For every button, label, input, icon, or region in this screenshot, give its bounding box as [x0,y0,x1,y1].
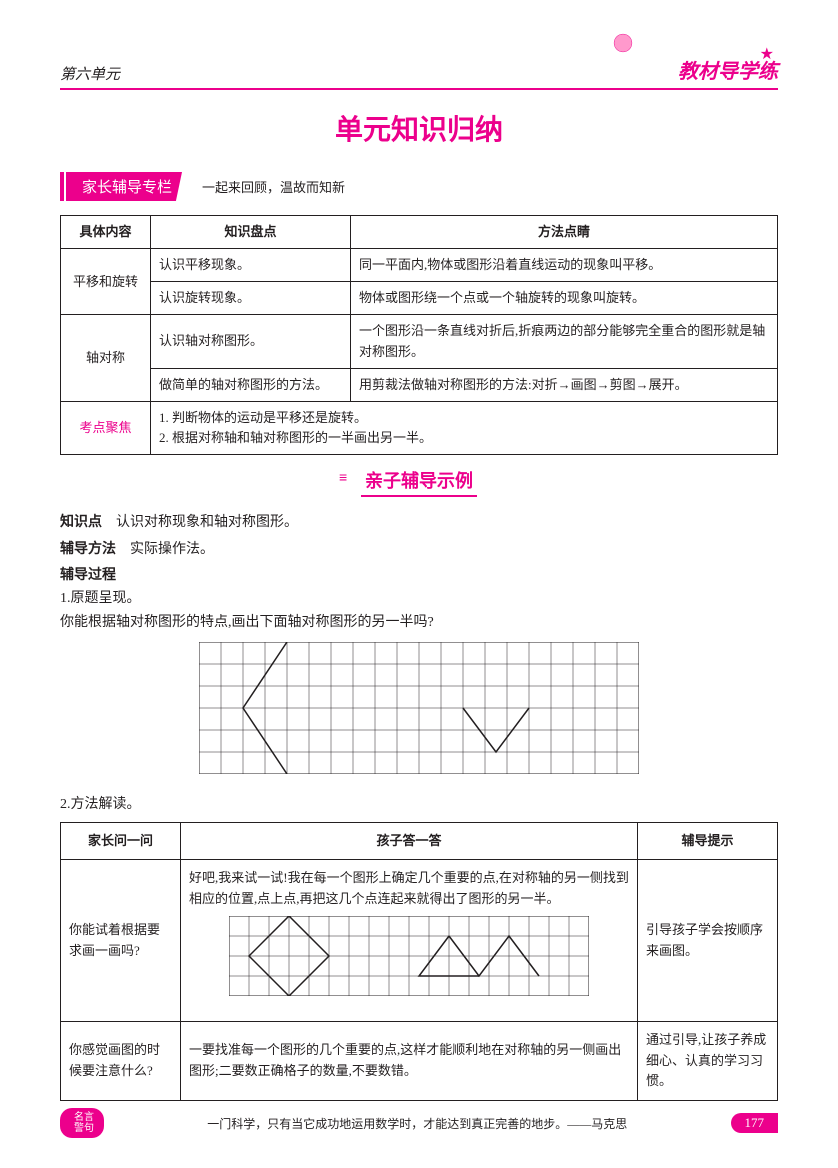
process-label: 辅导过程 [60,562,778,587]
th-tip: 辅导提示 [638,822,778,860]
sub-header: 亲子辅导示例 [60,467,778,497]
page-footer: 名言 警句 一门科学，只有当它成功地运用数学时，才能达到真正完善的地步。——马克… [60,1108,778,1138]
table-header-row: 具体内容 知识盘点 方法点睛 [61,216,778,249]
cell-topic: 轴对称 [61,315,151,401]
star-decoration: ★ [760,44,774,64]
cell-method: 物体或图形绕一个点或一个轴旋转的现象叫旋转。 [351,282,778,315]
table-row: 平移和旋转 认识平移现象。 同一平面内,物体或图形沿着直线运动的现象叫平移。 [61,249,778,282]
table-row: 你感觉画图的时候要注意什么? 一要找准每一个图形的几个重要的点,这样才能顺利地在… [61,1021,778,1100]
symmetry-grid-2 [229,916,589,996]
quote-badge: 名言 警句 [60,1108,104,1138]
table-row: 认识旋转现象。 物体或图形绕一个点或一个轴旋转的现象叫旋转。 [61,282,778,315]
table-row: 轴对称 认识轴对称图形。 一个图形沿一条直线对折后,折痕两边的部分能够完全重合的… [61,315,778,368]
kp-text: 认识对称现象和轴对称图形。 [116,515,298,530]
cell-question: 你感觉画图的时候要注意什么? [61,1021,181,1100]
guidance-table: 家长问一问 孩子答一答 辅导提示 你能试着根据要求画一画吗? 好吧,我来试一试!… [60,822,778,1102]
cell-answer: 好吧,我来试一试!我在每一个图形上确定几个重要的点,在对称轴的另一侧找到相应的位… [181,860,638,1021]
table-header-row: 家长问一问 孩子答一答 辅导提示 [61,822,778,860]
cell-tip: 通过引导,让孩子养成细心、认真的学习习惯。 [638,1021,778,1100]
knowledge-table: 具体内容 知识盘点 方法点睛 平移和旋转 认识平移现象。 同一平面内,物体或图形… [60,215,778,455]
th-topic: 具体内容 [61,216,151,249]
cell-tip: 引导孩子学会按顺序来画图。 [638,860,778,1021]
method-text: 实际操作法。 [130,542,214,557]
th-parent: 家长问一问 [61,822,181,860]
page-header: 第六单元 教材导学练 [60,55,778,84]
method-label: 辅导方法 [60,540,116,556]
unit-label: 第六单元 [60,63,120,84]
grid-figure-2 [189,916,629,1003]
cell-focus-items: 1. 判断物体的运动是平移还是旋转。 2. 根据对称轴和轴对称图形的一半画出另一… [151,401,778,454]
table-row: 你能试着根据要求画一画吗? 好吧,我来试一试!我在每一个图形上确定几个重要的点,… [61,860,778,1021]
step1-question: 你能根据轴对称图形的特点,画出下面轴对称图形的另一半吗? [60,611,778,636]
page-title: 单元知识归纳 [60,108,778,148]
step2-label: 2.方法解读。 [60,793,778,818]
th-method: 方法点睛 [351,216,778,249]
cell-method: 用剪裁法做轴对称图形的方法:对折→画图→剪图→展开。 [351,368,778,401]
header-rule [60,88,778,90]
cell-method: 一个图形沿一条直线对折后,折痕两边的部分能够完全重合的图形就是轴对称图形。 [351,315,778,368]
kp-label: 知识点 [60,513,102,529]
page-number: 177 [731,1113,779,1133]
cell-method: 同一平面内,物体或图形沿着直线运动的现象叫平移。 [351,249,778,282]
grid-figure-1 [60,642,778,784]
tutoring-content: 知识点 认识对称现象和轴对称图形。 辅导方法 实际操作法。 辅导过程 1.原题呈… [60,509,778,818]
cell-question: 你能试着根据要求画一画吗? [61,860,181,1021]
th-child: 孩子答一答 [181,822,638,860]
cell-knowledge: 认识旋转现象。 [151,282,351,315]
section-tag: 家长辅导专栏 [60,172,182,201]
cell-knowledge: 认识平移现象。 [151,249,351,282]
th-knowledge: 知识盘点 [151,216,351,249]
section-bar: 家长辅导专栏 一起来回顾，温故而知新 [60,172,778,201]
mascot-decoration [608,28,638,58]
section-subtitle: 一起来回顾，温故而知新 [202,177,345,196]
quote-text: 一门科学，只有当它成功地运用数学时，才能达到真正完善的地步。——马克思 [104,1115,731,1132]
symmetry-grid-1 [199,642,639,774]
table-row: 做简单的轴对称图形的方法。 用剪裁法做轴对称图形的方法:对折→画图→剪图→展开。 [61,368,778,401]
sub-header-text: 亲子辅导示例 [361,467,477,497]
cell-knowledge: 认识轴对称图形。 [151,315,351,368]
cell-topic: 平移和旋转 [61,249,151,315]
step1-label: 1.原题呈现。 [60,587,778,612]
table-row-focus: 考点聚焦 1. 判断物体的运动是平移还是旋转。 2. 根据对称轴和轴对称图形的一… [61,401,778,454]
cell-answer: 一要找准每一个图形的几个重要的点,这样才能顺利地在对称轴的另一侧画出图形;二要数… [181,1021,638,1100]
cell-focus-label: 考点聚焦 [61,401,151,454]
cell-knowledge: 做简单的轴对称图形的方法。 [151,368,351,401]
